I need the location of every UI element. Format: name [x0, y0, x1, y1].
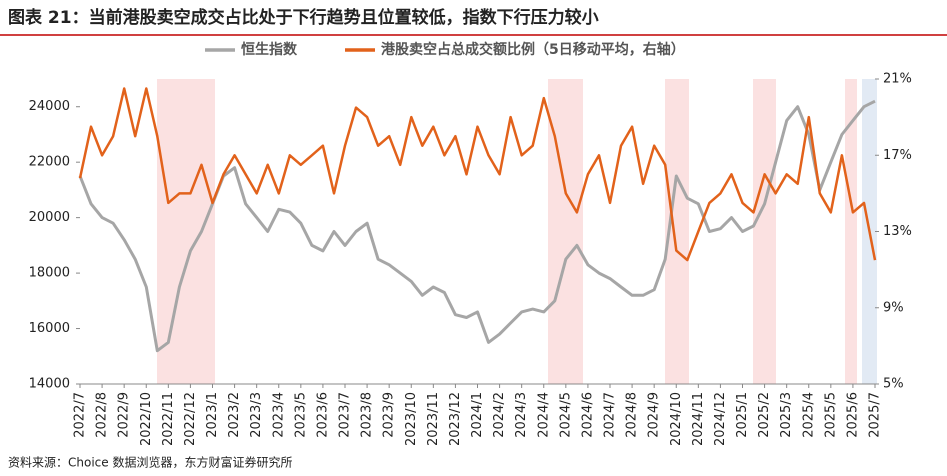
x-tick-label: 2024/8 [625, 392, 640, 438]
x-tick-label: 2023/2 [227, 392, 242, 438]
x-tick-label: 2024/9 [647, 392, 662, 438]
y-tick-label: 16000 [29, 321, 70, 336]
x-tick-label: 2022/10 [139, 392, 154, 446]
x-tick-label: 2024/10 [669, 392, 684, 446]
y2-tick-label: 5% [883, 377, 904, 392]
y-tick-label: 18000 [29, 266, 70, 281]
x-tick-label: 2023/7 [338, 392, 353, 438]
x-tick-label: 2023/6 [315, 392, 330, 438]
x-tick-label: 2025/4 [801, 392, 816, 438]
legend-label: 恒生指数 [241, 41, 298, 58]
x-tick-label: 2025/7 [868, 392, 883, 438]
x-tick-label: 2024/11 [691, 392, 706, 446]
x-tick-label: 2024/7 [603, 392, 618, 438]
x-tick-label: 2024/1 [470, 392, 485, 438]
legend-label: 港股卖空占总成交额比例（5日移动平均，右轴） [381, 41, 685, 58]
x-tick-label: 2024/3 [514, 392, 529, 438]
x-tick-label: 2022/11 [161, 392, 176, 446]
y-tick-label: 24000 [29, 99, 70, 114]
x-tick-label: 2022/12 [183, 392, 198, 446]
shade [845, 79, 857, 384]
x-tick-label: 2023/10 [404, 392, 419, 446]
x-tick-label: 2023/5 [293, 392, 308, 438]
x-tick-label: 2022/9 [117, 392, 132, 438]
source-note: 资料来源：Choice 数据浏览器，东方财富证券研究所 [8, 455, 292, 470]
x-tick-label: 2024/2 [492, 392, 507, 438]
x-tick-label: 2023/3 [249, 392, 264, 438]
shaded-periods [157, 79, 877, 384]
x-tick-label: 2025/6 [845, 392, 860, 438]
x-tick-label: 2025/1 [735, 392, 750, 438]
x-tick-label: 2025/2 [757, 392, 772, 438]
x-tick-label: 2024/5 [558, 392, 573, 438]
y-tick-label: 20000 [29, 210, 70, 225]
x-tick-label: 2023/4 [271, 392, 286, 438]
x-tick-label: 2024/12 [713, 392, 728, 446]
x-tick-label: 2025/5 [823, 392, 838, 438]
x-tick-label: 2024/4 [536, 392, 551, 438]
x-tick-label: 2025/3 [779, 392, 794, 438]
x-tick-label: 2023/9 [382, 392, 397, 438]
shade [753, 79, 776, 384]
x-tick-label: 2022/7 [73, 392, 88, 438]
shade [157, 79, 215, 384]
y2-tick-label: 13% [883, 224, 912, 239]
x-tick-label: 2023/11 [426, 392, 441, 446]
series-line [78, 87, 877, 262]
x-tick-label: 2023/12 [448, 392, 463, 446]
y2-tick-label: 21% [883, 72, 912, 87]
y2-tick-label: 17% [883, 148, 912, 163]
y2-tick-label: 9% [883, 300, 904, 315]
shade [548, 79, 583, 384]
x-tick-label: 2023/1 [205, 392, 220, 438]
x-tick-label: 2022/8 [95, 392, 110, 438]
y-tick-label: 22000 [29, 155, 70, 170]
x-tick-label: 2024/6 [580, 392, 595, 438]
y-tick-label: 14000 [29, 377, 70, 392]
x-tick-label: 2023/8 [360, 392, 375, 438]
chart-title: 图表 21：当前港股卖空成交占比处于下行趋势且位置较低，指数下行压力较小 [8, 7, 599, 28]
